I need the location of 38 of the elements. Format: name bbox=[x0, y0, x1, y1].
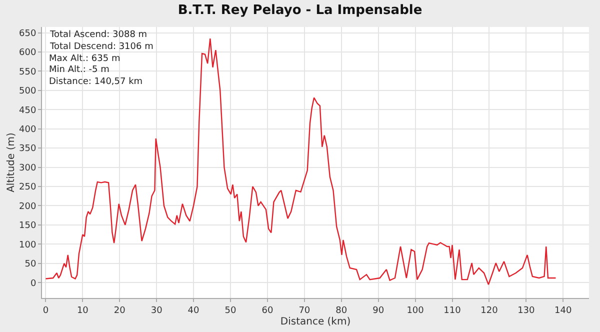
y-axis-title: Altitude (m) bbox=[6, 132, 18, 192]
y-tick-label: 400 bbox=[19, 125, 36, 136]
x-tick-label: 60 bbox=[262, 306, 274, 316]
annotation: Distance: 140,57 km bbox=[49, 77, 143, 87]
y-tick-label: 300 bbox=[19, 163, 36, 174]
y-tick-label: 0 bbox=[30, 278, 36, 289]
x-tick-label: 90 bbox=[372, 306, 384, 316]
y-tick-label: 50 bbox=[24, 260, 36, 270]
x-tick-label: 10 bbox=[76, 306, 89, 316]
x-tick-label: 100 bbox=[406, 306, 424, 316]
x-axis-title: Distance (km) bbox=[280, 316, 351, 328]
x-tick-label: 0 bbox=[42, 306, 49, 316]
x-tick-label: 120 bbox=[480, 306, 498, 316]
x-tick-label: 110 bbox=[444, 306, 462, 316]
y-tick-label: 150 bbox=[19, 221, 36, 232]
annotation: Max Alt.: 635 m bbox=[49, 54, 120, 64]
x-tick-label: 20 bbox=[114, 306, 126, 316]
x-tick-label: 30 bbox=[150, 306, 163, 316]
line-series bbox=[45, 38, 556, 286]
x-tick-label: 80 bbox=[336, 306, 348, 316]
y-tick-label: 350 bbox=[19, 144, 36, 154]
y-tick-label: 200 bbox=[19, 202, 36, 212]
y-tick-label: 500 bbox=[19, 86, 36, 97]
x-tick-label: 40 bbox=[188, 306, 200, 316]
y-tick-label: 100 bbox=[19, 240, 36, 250]
y-tick-label: 550 bbox=[19, 67, 36, 78]
y-tick-label: 600 bbox=[19, 48, 36, 58]
annotation: Total Descend: 3106 m bbox=[49, 42, 154, 52]
y-tick-label: 650 bbox=[19, 28, 36, 39]
annotation: Total Ascend: 3088 m bbox=[49, 30, 148, 40]
y-tick-label: 450 bbox=[19, 106, 36, 116]
x-tick-label: 130 bbox=[518, 306, 536, 316]
x-tick-label: 140 bbox=[554, 306, 572, 316]
chart-title: B.T.T. Rey Pelayo - La Impensable bbox=[178, 3, 422, 18]
annotation: Min Alt.: -5 m bbox=[49, 65, 110, 75]
x-tick-label: 70 bbox=[298, 306, 310, 316]
y-tick-label: 250 bbox=[19, 182, 36, 193]
x-tick-label: 50 bbox=[224, 306, 236, 316]
